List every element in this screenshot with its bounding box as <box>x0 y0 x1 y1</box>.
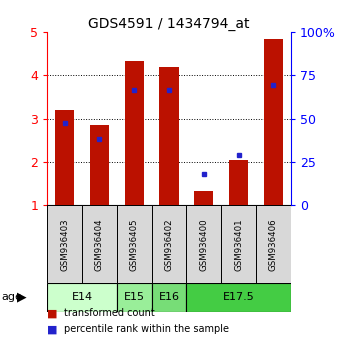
Bar <box>186 205 221 283</box>
Bar <box>256 205 291 283</box>
Bar <box>55 110 74 205</box>
Bar <box>152 205 186 283</box>
Bar <box>47 283 117 312</box>
Text: E16: E16 <box>159 292 179 302</box>
Text: percentile rank within the sample: percentile rank within the sample <box>64 324 229 334</box>
Text: transformed count: transformed count <box>64 308 155 318</box>
Text: GSM936400: GSM936400 <box>199 218 208 270</box>
Bar <box>90 125 109 205</box>
Bar <box>221 205 256 283</box>
Bar <box>160 67 178 205</box>
Text: GSM936403: GSM936403 <box>60 218 69 270</box>
Text: GSM936401: GSM936401 <box>234 218 243 270</box>
Bar <box>117 283 152 312</box>
Text: GSM936402: GSM936402 <box>165 218 173 270</box>
Text: GSM936406: GSM936406 <box>269 218 278 270</box>
Bar <box>152 283 186 312</box>
Bar <box>125 61 144 205</box>
Text: GSM936404: GSM936404 <box>95 218 104 270</box>
Bar <box>194 192 213 205</box>
Bar <box>229 160 248 205</box>
Text: GSM936405: GSM936405 <box>130 218 139 270</box>
Text: ▶: ▶ <box>17 291 27 304</box>
Bar <box>47 205 82 283</box>
Bar <box>264 39 283 205</box>
Text: E15: E15 <box>124 292 145 302</box>
Text: ■: ■ <box>47 324 58 334</box>
Text: age: age <box>2 292 23 302</box>
Title: GDS4591 / 1434794_at: GDS4591 / 1434794_at <box>88 17 250 31</box>
Bar <box>186 283 291 312</box>
Text: E14: E14 <box>72 292 93 302</box>
Text: ■: ■ <box>47 308 58 318</box>
Bar <box>117 205 152 283</box>
Text: E17.5: E17.5 <box>223 292 255 302</box>
Bar <box>82 205 117 283</box>
